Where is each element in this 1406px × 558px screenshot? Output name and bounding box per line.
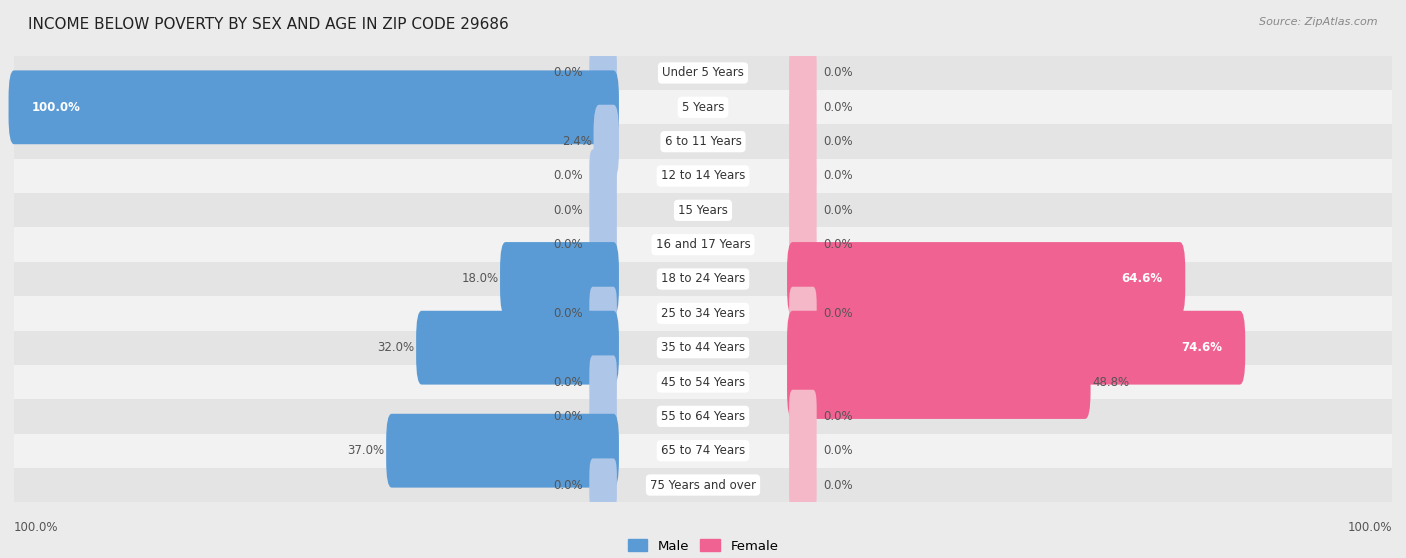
Text: 0.0%: 0.0% <box>824 238 853 251</box>
FancyBboxPatch shape <box>14 330 1392 365</box>
Text: 35 to 44 Years: 35 to 44 Years <box>661 341 745 354</box>
Text: 0.0%: 0.0% <box>824 307 853 320</box>
FancyBboxPatch shape <box>14 56 1392 90</box>
FancyBboxPatch shape <box>589 184 617 237</box>
FancyBboxPatch shape <box>14 262 1392 296</box>
FancyBboxPatch shape <box>787 345 1091 419</box>
FancyBboxPatch shape <box>589 459 617 512</box>
Text: Source: ZipAtlas.com: Source: ZipAtlas.com <box>1260 17 1378 27</box>
FancyBboxPatch shape <box>14 434 1392 468</box>
FancyBboxPatch shape <box>14 399 1392 434</box>
Text: 2.4%: 2.4% <box>562 135 592 148</box>
Text: 37.0%: 37.0% <box>347 444 385 457</box>
Text: 48.8%: 48.8% <box>1092 376 1129 388</box>
FancyBboxPatch shape <box>14 124 1392 159</box>
FancyBboxPatch shape <box>387 414 619 488</box>
Text: 0.0%: 0.0% <box>553 479 582 492</box>
Text: 75 Years and over: 75 Years and over <box>650 479 756 492</box>
Text: 0.0%: 0.0% <box>553 66 582 79</box>
FancyBboxPatch shape <box>789 81 817 134</box>
Text: 0.0%: 0.0% <box>824 410 853 423</box>
Text: 0.0%: 0.0% <box>824 204 853 217</box>
FancyBboxPatch shape <box>789 389 817 443</box>
Text: 0.0%: 0.0% <box>553 238 582 251</box>
FancyBboxPatch shape <box>589 46 617 99</box>
FancyBboxPatch shape <box>416 311 619 384</box>
Text: 0.0%: 0.0% <box>824 135 853 148</box>
FancyBboxPatch shape <box>8 70 619 144</box>
Text: 100.0%: 100.0% <box>14 521 59 534</box>
Text: 18 to 24 Years: 18 to 24 Years <box>661 272 745 286</box>
FancyBboxPatch shape <box>14 159 1392 193</box>
Text: 100.0%: 100.0% <box>1347 521 1392 534</box>
Text: 0.0%: 0.0% <box>824 170 853 182</box>
Text: 55 to 64 Years: 55 to 64 Years <box>661 410 745 423</box>
Text: 0.0%: 0.0% <box>824 444 853 457</box>
FancyBboxPatch shape <box>14 228 1392 262</box>
FancyBboxPatch shape <box>14 90 1392 124</box>
FancyBboxPatch shape <box>789 150 817 203</box>
FancyBboxPatch shape <box>501 242 619 316</box>
Text: 15 Years: 15 Years <box>678 204 728 217</box>
FancyBboxPatch shape <box>593 105 619 179</box>
Text: 0.0%: 0.0% <box>553 376 582 388</box>
FancyBboxPatch shape <box>789 184 817 237</box>
Text: 0.0%: 0.0% <box>553 204 582 217</box>
Text: 12 to 14 Years: 12 to 14 Years <box>661 170 745 182</box>
FancyBboxPatch shape <box>589 150 617 203</box>
FancyBboxPatch shape <box>787 242 1185 316</box>
FancyBboxPatch shape <box>589 389 617 443</box>
Text: 16 and 17 Years: 16 and 17 Years <box>655 238 751 251</box>
Text: 100.0%: 100.0% <box>31 101 80 114</box>
Text: 0.0%: 0.0% <box>553 307 582 320</box>
Text: 32.0%: 32.0% <box>378 341 415 354</box>
Text: 65 to 74 Years: 65 to 74 Years <box>661 444 745 457</box>
Text: Under 5 Years: Under 5 Years <box>662 66 744 79</box>
FancyBboxPatch shape <box>589 287 617 340</box>
FancyBboxPatch shape <box>789 424 817 477</box>
Text: INCOME BELOW POVERTY BY SEX AND AGE IN ZIP CODE 29686: INCOME BELOW POVERTY BY SEX AND AGE IN Z… <box>28 17 509 32</box>
Legend: Male, Female: Male, Female <box>623 534 783 558</box>
Text: 0.0%: 0.0% <box>824 66 853 79</box>
Text: 25 to 34 Years: 25 to 34 Years <box>661 307 745 320</box>
FancyBboxPatch shape <box>789 218 817 271</box>
FancyBboxPatch shape <box>14 193 1392 228</box>
Text: 6 to 11 Years: 6 to 11 Years <box>665 135 741 148</box>
Text: 0.0%: 0.0% <box>824 479 853 492</box>
Text: 0.0%: 0.0% <box>824 101 853 114</box>
Text: 18.0%: 18.0% <box>461 272 499 286</box>
FancyBboxPatch shape <box>14 468 1392 502</box>
Text: 74.6%: 74.6% <box>1181 341 1222 354</box>
FancyBboxPatch shape <box>789 287 817 340</box>
Text: 0.0%: 0.0% <box>553 170 582 182</box>
Text: 5 Years: 5 Years <box>682 101 724 114</box>
FancyBboxPatch shape <box>589 355 617 408</box>
FancyBboxPatch shape <box>14 365 1392 399</box>
FancyBboxPatch shape <box>589 218 617 271</box>
Text: 45 to 54 Years: 45 to 54 Years <box>661 376 745 388</box>
FancyBboxPatch shape <box>789 46 817 99</box>
FancyBboxPatch shape <box>789 115 817 169</box>
FancyBboxPatch shape <box>789 459 817 512</box>
Text: 0.0%: 0.0% <box>553 410 582 423</box>
FancyBboxPatch shape <box>14 296 1392 330</box>
Text: 64.6%: 64.6% <box>1122 272 1163 286</box>
FancyBboxPatch shape <box>787 311 1246 384</box>
